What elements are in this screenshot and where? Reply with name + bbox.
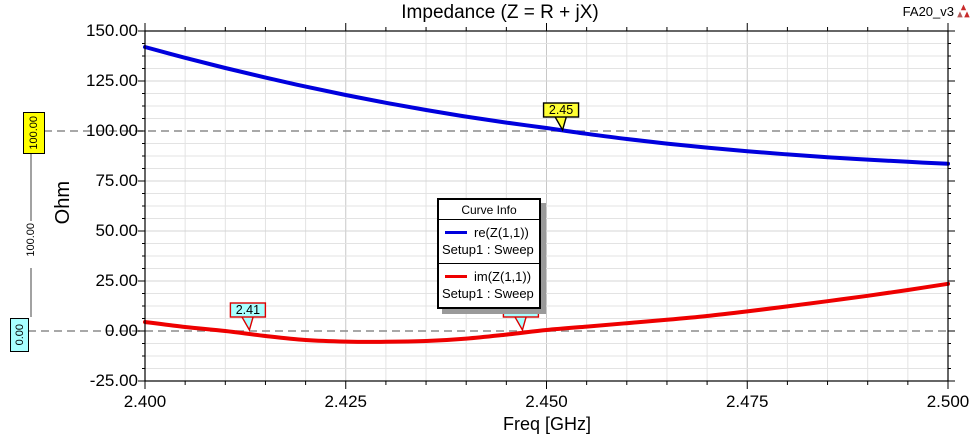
- ref-line-100-label-box[interactable]: 100.00: [23, 112, 45, 154]
- legend-title: Curve Info: [439, 200, 539, 220]
- y-tick-label: 125.00: [86, 71, 138, 90]
- dimension-delta-label: 100.00: [25, 223, 37, 257]
- re-curve-label: re(Z(1,1)): [474, 225, 529, 240]
- project-name: FA20_v3: [902, 4, 954, 19]
- marker-callout-2.45[interactable]: 2.45: [542, 102, 580, 132]
- x-tick-label: 2.425: [324, 392, 368, 411]
- ref-line-0-value: 0.00: [13, 324, 26, 346]
- y-tick-label: 25.00: [95, 271, 138, 290]
- legend-entry-re[interactable]: re(Z(1,1)) Setup1 : Sweep: [439, 220, 539, 263]
- ref-line-0-label-box[interactable]: 0.00: [10, 318, 29, 352]
- legend-entry-im[interactable]: im(Z(1,1)) Setup1 : Sweep: [439, 263, 539, 307]
- legend-box[interactable]: Curve Info re(Z(1,1)) Setup1 : Sweep im(…: [437, 198, 541, 309]
- y-tick-label: -25.00: [89, 371, 138, 390]
- re-curve[interactable]: [143, 45, 950, 166]
- x-axis-title: Freq [GHz]: [502, 414, 591, 434]
- ansoft-logo-icon: [957, 4, 970, 18]
- svg-text:2.41: 2.41: [236, 303, 260, 317]
- ref-line-100-value: 100.00: [28, 116, 40, 150]
- x-tick-label: 2.500: [926, 392, 970, 411]
- y-tick-label: 50.00: [95, 221, 138, 240]
- y-tick-label: 0.00: [104, 321, 138, 340]
- im-curve-sub: Setup1 : Sweep: [442, 286, 534, 301]
- re-curve-swatch: [445, 231, 467, 234]
- svg-text:2.45: 2.45: [549, 103, 573, 117]
- y-tick-label: 150.00: [86, 21, 138, 40]
- x-tick-label: 2.400: [123, 392, 167, 411]
- chart-title: Impedance (Z = R + jX): [401, 2, 599, 23]
- im-curve-label: im(Z(1,1)): [474, 269, 532, 284]
- x-tick-label: 2.450: [525, 392, 568, 411]
- x-tick-label: 2.475: [725, 392, 769, 411]
- y-tick-label: 100.00: [86, 121, 138, 140]
- y-tick-label: 75.00: [95, 171, 138, 190]
- marker-callout-2.41[interactable]: 2.41: [229, 302, 267, 332]
- re-curve-sub: Setup1 : Sweep: [442, 242, 534, 257]
- im-curve-swatch: [445, 275, 467, 278]
- im-curve[interactable]: [143, 281, 950, 344]
